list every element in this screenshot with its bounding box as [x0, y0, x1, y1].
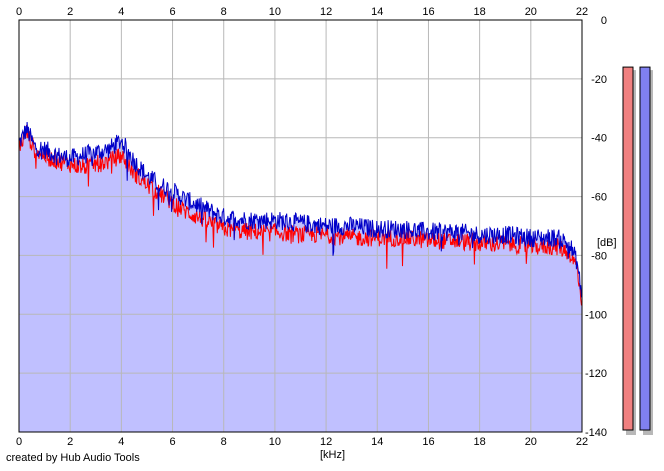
x-tick-label-top: 20 [525, 6, 537, 18]
y-tick-label: -60 [591, 192, 607, 204]
level-meter-left [622, 66, 634, 431]
x-tick-label-top: 0 [16, 6, 22, 18]
x-tick-label-top: 22 [576, 6, 588, 18]
y-tick-label: -140 [585, 427, 607, 439]
x-tick-label-top: 10 [269, 6, 281, 18]
y-tick-label: -20 [591, 74, 607, 86]
y-tick-label: -120 [585, 368, 607, 380]
y-tick-label: -100 [585, 309, 607, 321]
x-tick-label-bottom: 22 [576, 436, 588, 448]
x-tick-label-top: 6 [169, 6, 175, 18]
level-meter-right [639, 66, 651, 431]
x-tick-labels-bottom: 0 2 4 6 8 10 12 14 16 18 20 22 [16, 436, 588, 448]
plot-frame [18, 19, 583, 433]
x-tick-label-top: 2 [67, 6, 73, 18]
x-tick-label-top: 12 [320, 6, 332, 18]
x-tick-label-bottom: 14 [371, 436, 383, 448]
x-tick-label-bottom: 6 [169, 436, 175, 448]
y-axis-label: [dB] [597, 237, 617, 249]
x-tick-label-bottom: 4 [118, 436, 124, 448]
y-tick-label: 0 [601, 15, 607, 27]
x-tick-label-bottom: 2 [67, 436, 73, 448]
series-line-right [18, 121, 583, 298]
spectrum-fill-layer [19, 122, 582, 432]
level-meters [622, 66, 653, 435]
credit-text: created by Hub Audio Tools [6, 452, 140, 464]
x-tick-label-bottom: 8 [221, 436, 227, 448]
y-tick-label: -80 [591, 250, 607, 262]
spectrum-lines [18, 121, 583, 306]
x-tick-label-top: 8 [221, 6, 227, 18]
x-tick-label-bottom: 20 [525, 436, 537, 448]
x-tick-labels-top: 0 2 4 6 8 10 12 14 16 18 20 22 [16, 6, 588, 18]
x-tick-label-top: 14 [371, 6, 383, 18]
spectrum-area-fill [19, 122, 582, 432]
x-tick-label-bottom: 10 [269, 436, 281, 448]
x-tick-label-bottom: 18 [474, 436, 486, 448]
x-tick-label-top: 18 [474, 6, 486, 18]
x-tick-label-bottom: 12 [320, 436, 332, 448]
x-tick-label-bottom: 16 [422, 436, 434, 448]
y-tick-labels: 0 -20 -40 -60 -80 -100 -120 -140 [585, 15, 607, 439]
y-tick-label: -40 [591, 133, 607, 145]
x-tick-label-bottom: 0 [16, 436, 22, 448]
x-tick-label-top: 16 [422, 6, 434, 18]
x-axis-label: [kHz] [320, 449, 345, 461]
x-tick-label-top: 4 [118, 6, 124, 18]
